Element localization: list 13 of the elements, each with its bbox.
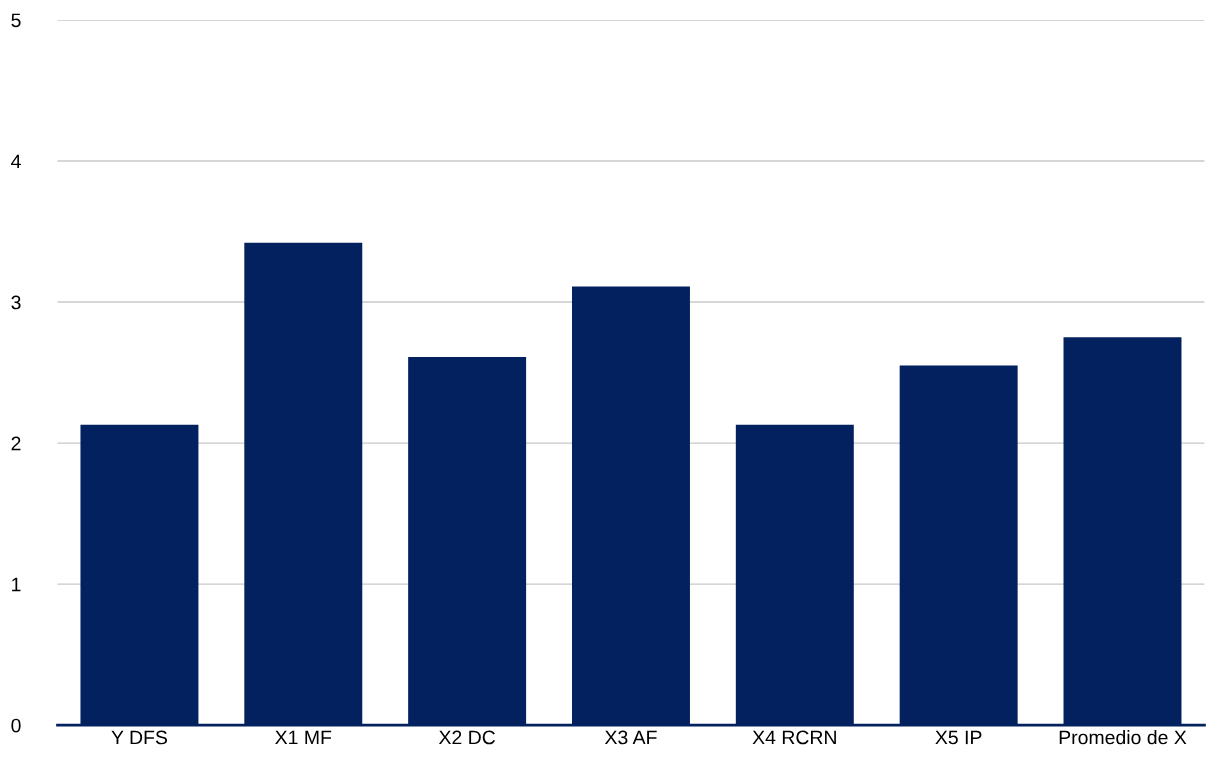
y-tick-label: 0 (11, 718, 21, 733)
y-tick-label: 4 (11, 154, 21, 169)
x-tick-label: X1 MF (275, 730, 332, 745)
y-tick-label: 3 (11, 295, 21, 310)
x-tick-label: Y DFS (111, 730, 168, 745)
x-tick-label: Promedio de X (1059, 730, 1187, 745)
y-tick-label: 1 (12, 577, 21, 592)
y-tick-label: 2 (11, 436, 21, 451)
x-tick-label: X2 DC (438, 730, 496, 745)
x-tick-label: X5 IP (935, 730, 982, 745)
x-tick-label: X3 AF (604, 730, 657, 745)
x-tick-label: X4 RCRN (752, 730, 836, 745)
y-tick-label: 5 (11, 13, 21, 28)
